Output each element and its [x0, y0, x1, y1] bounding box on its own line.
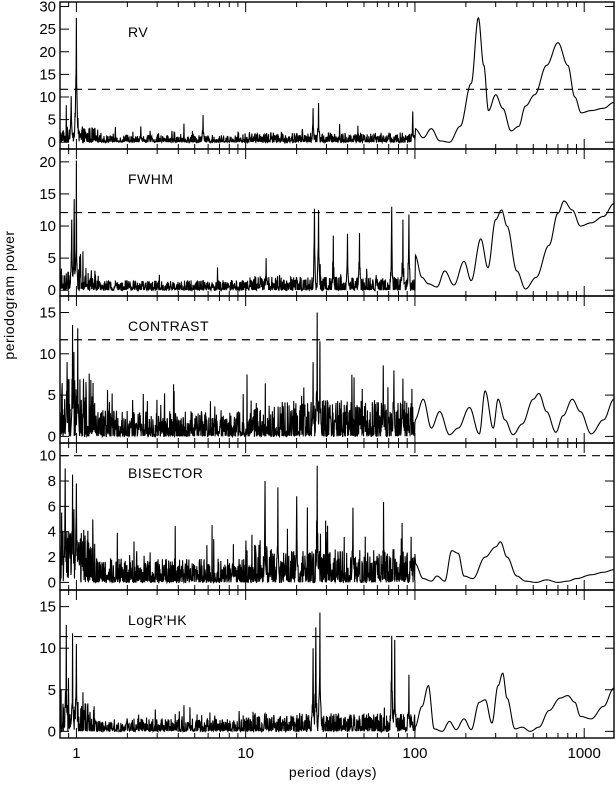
y-tick-label-panel-4: 8	[48, 473, 56, 490]
y-tick-label-panel-4: 4	[48, 524, 56, 541]
y-tick-label-panel-2: 5	[48, 250, 56, 267]
panel-label-5: LogR'HK	[128, 612, 187, 628]
panel-frame-5	[59, 589, 615, 739]
y-tick-label-panel-1: 0	[48, 134, 56, 151]
series-line-panel-1	[59, 16, 615, 145]
y-tick-label-panel-4: 2	[48, 549, 56, 566]
y-tick-label-panel-2: 15	[39, 186, 56, 203]
panels: 051015202530RV05101520FWHM051015CONTRAST…	[39, 0, 615, 740]
y-tick-label-panel-1: 5	[48, 112, 56, 129]
y-tick-label-panel-4: 10	[39, 448, 56, 465]
x-tick-label: 10	[237, 745, 254, 762]
series-line-panel-2	[59, 160, 615, 293]
y-axis-label: periodogram power	[1, 230, 17, 359]
panel-label-1: RV	[128, 24, 148, 40]
x-axis-label: period (days)	[289, 764, 377, 780]
panel-label-2: FWHM	[128, 171, 174, 187]
y-tick-label-panel-1: 15	[39, 66, 56, 83]
series-line-panel-5	[59, 612, 615, 734]
y-tick-label-panel-2: 20	[39, 154, 56, 171]
y-tick-label-panel-3: 15	[39, 305, 56, 322]
y-tick-label-panel-1: 10	[39, 89, 56, 106]
y-tick-label-panel-1: 30	[39, 0, 56, 16]
y-tick-label-panel-1: 20	[39, 44, 56, 61]
y-tick-label-panel-3: 10	[39, 346, 56, 363]
y-tick-label-panel-1: 25	[39, 21, 56, 38]
panel-label-4: BISECTOR	[128, 465, 203, 481]
series-line-panel-4	[59, 465, 615, 585]
y-tick-label-panel-2: 10	[39, 218, 56, 235]
panel-2: 0 5 10 15 20 FWHM	[39, 148, 615, 299]
y-tick-label-panel-5: 10	[39, 640, 56, 657]
y-tick-label-panel-5: 0	[48, 723, 56, 740]
y-tick-label-panel-2: 0	[48, 282, 56, 299]
panel-5: 0 5 10 15 LogR'HK	[39, 589, 615, 740]
panel-1: 0 5 10 15 20 25 30 RV	[39, 0, 615, 151]
y-tick-label-panel-4: 0	[48, 574, 56, 591]
series-line-panel-3	[59, 312, 615, 439]
panel-label-3: CONTRAST	[128, 318, 209, 334]
y-tick-label-panel-5: 15	[39, 599, 56, 616]
y-tick-label-panel-3: 5	[48, 387, 56, 404]
x-axis-ticks: 1 10 100 1000	[72, 745, 601, 762]
panel-3: 0 5 10 15 CONTRAST	[39, 295, 615, 445]
x-tick-label: 1000	[568, 745, 601, 762]
y-tick-label-panel-3: 0	[48, 428, 56, 445]
x-tick-label: 1	[72, 745, 80, 762]
y-tick-label-panel-4: 6	[48, 498, 56, 515]
y-tick-label-panel-5: 5	[48, 682, 56, 699]
panel-4: 0 2 4 6 8 10 BISECTOR	[39, 442, 615, 591]
x-tick-label: 100	[402, 745, 427, 762]
